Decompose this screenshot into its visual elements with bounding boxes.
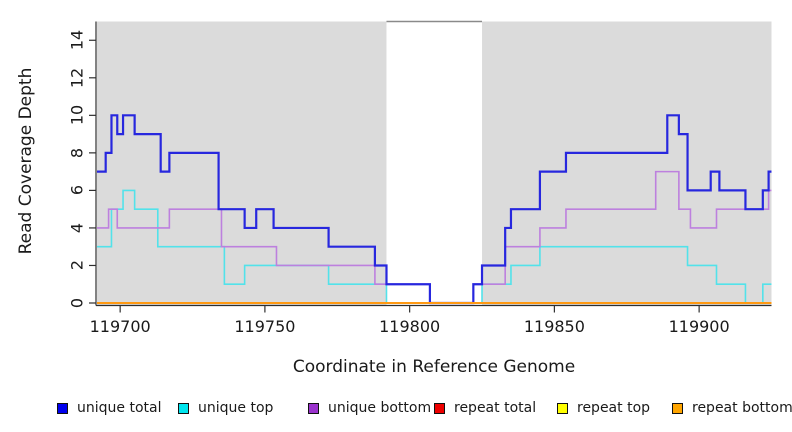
legend-item-unique-bottom: unique bottom xyxy=(308,397,431,419)
y-tick-label: 2 xyxy=(67,260,87,271)
legend-swatch-icon xyxy=(57,402,68,414)
y-tick-label: 12 xyxy=(67,67,87,88)
y-tick-label: 10 xyxy=(67,105,87,126)
x-tick-label: 119800 xyxy=(379,317,441,336)
legend-item-unique-total: unique total xyxy=(57,397,161,419)
legend-item-repeat-total: repeat total xyxy=(434,397,536,419)
legend-item-repeat-bottom: repeat bottom xyxy=(672,397,792,419)
legend-swatch-icon xyxy=(672,402,683,414)
legend-swatch-icon xyxy=(178,402,189,414)
legend-swatch-icon xyxy=(434,402,445,414)
legend-label: unique bottom xyxy=(328,400,432,416)
legend-item-unique-top: unique top xyxy=(178,397,273,419)
legend-item-repeat-top: repeat top xyxy=(557,397,650,419)
legend-swatch-icon xyxy=(308,402,319,414)
highlight-band xyxy=(386,21,483,306)
legend-label: unique total xyxy=(77,400,162,416)
legend-label: unique top xyxy=(198,400,274,416)
legend-label: repeat bottom xyxy=(692,400,792,416)
y-axis-title: Read Coverage Depth xyxy=(16,67,36,255)
series-line-unique-top xyxy=(97,189,772,304)
legend-label: repeat total xyxy=(454,400,537,416)
y-tick-label: 6 xyxy=(67,185,87,196)
y-tick-label: 8 xyxy=(67,147,87,158)
x-tick-label: 119850 xyxy=(523,317,585,336)
y-tick-label: 4 xyxy=(67,222,87,234)
legend-label: repeat top xyxy=(577,400,651,416)
legend-swatch-icon xyxy=(557,402,568,414)
x-tick-label: 119900 xyxy=(668,317,730,336)
x-tick-label: 119750 xyxy=(234,317,296,336)
y-tick-label: 0 xyxy=(67,297,87,309)
y-tick-label: 14 xyxy=(67,30,87,51)
series-line-unique-bottom xyxy=(97,170,772,304)
x-axis-title: Coordinate in Reference Genome xyxy=(292,357,576,377)
x-tick-label: 119700 xyxy=(89,317,151,336)
series-line-unique-total xyxy=(97,114,772,305)
